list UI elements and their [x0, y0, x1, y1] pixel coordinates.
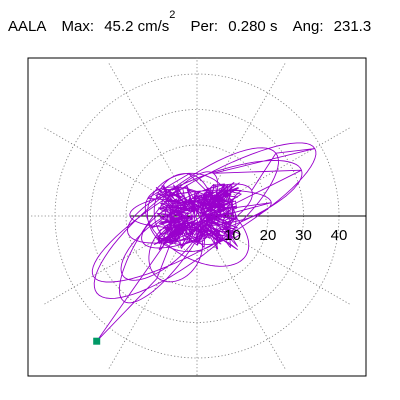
- radial-tick-labels: 10 20 30 40: [224, 227, 347, 244]
- max-label: Max:: [61, 18, 95, 35]
- max-value: 45.2 cm/s: [104, 18, 170, 35]
- plot-header: AALA Max: 45.2 cm/s2 Per: 0.280 s Ang: 2…: [8, 10, 372, 36]
- period-value: 0.280 s: [228, 18, 278, 35]
- period-label: Per:: [190, 18, 219, 35]
- tick-label-30: 30: [295, 227, 312, 244]
- tick-label-40: 40: [331, 227, 348, 244]
- angle-label: Ang:: [292, 18, 324, 35]
- max-unit-exponent: 2: [169, 9, 176, 21]
- orbit-trace: [91, 142, 317, 342]
- tick-label-10: 10: [224, 227, 241, 244]
- trace-path: [91, 142, 317, 342]
- station-code: AALA: [8, 18, 47, 35]
- max-point-marker: [93, 337, 101, 345]
- angle-value: 231.3: [333, 18, 372, 35]
- tick-label-20: 20: [260, 227, 277, 244]
